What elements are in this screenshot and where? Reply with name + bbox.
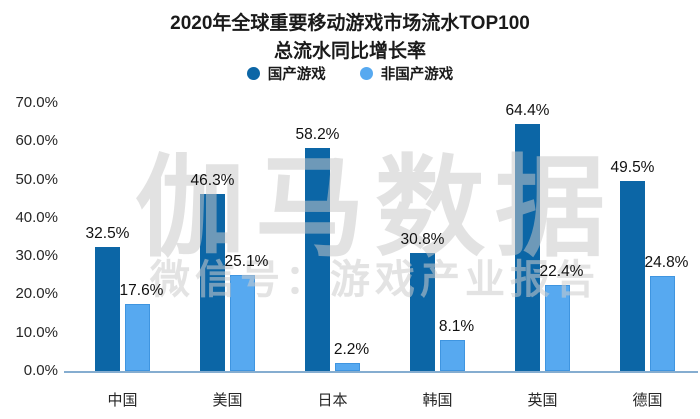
legend-item-domestic: 国产游戏 — [246, 63, 326, 84]
value-label-非国产游戏-美国: 25.1% — [224, 252, 269, 270]
bar-国产游戏-日本 — [305, 148, 330, 371]
x-axis-label-日本: 日本 — [317, 392, 348, 409]
bar-国产游戏-英国 — [515, 124, 540, 371]
chart-title: 2020年全球重要移动游戏市场流水TOP100 总流水同比增长率 — [0, 10, 700, 65]
x-axis-line — [64, 371, 698, 373]
legend-label-domestic: 国产游戏 — [267, 67, 326, 83]
x-axis-label-中国: 中国 — [107, 392, 138, 409]
x-axis-label-英国: 英国 — [527, 392, 558, 409]
x-axis-label-美国: 美国 — [212, 392, 243, 409]
chart-title-line1: 2020年全球重要移动游戏市场流水TOP100 — [170, 13, 530, 34]
legend-dot-domestic-icon — [246, 67, 260, 80]
y-axis-tick: 20.0% — [15, 285, 58, 303]
value-label-国产游戏-德国: 49.5% — [610, 159, 655, 177]
y-axis-tick: 0.0% — [23, 362, 58, 379]
bar-国产游戏-德国 — [620, 181, 645, 371]
bar-国产游戏-美国 — [200, 193, 225, 371]
value-label-非国产游戏-德国: 24.8% — [644, 254, 689, 272]
bar-非国产游戏-英国 — [545, 285, 570, 371]
value-label-非国产游戏-日本: 2.2% — [333, 340, 370, 358]
bar-非国产游戏-日本 — [335, 362, 360, 371]
y-axis-tick: 30.0% — [15, 247, 58, 265]
x-axis-label-德国: 德国 — [632, 392, 663, 409]
legend-item-foreign: 非国产游戏 — [359, 63, 454, 84]
value-label-国产游戏-中国: 32.5% — [85, 224, 130, 242]
legend-label-foreign: 非国产游戏 — [380, 67, 454, 83]
y-axis-tick: 70.0% — [15, 94, 58, 111]
chart-title-line2: 总流水同比增长率 — [273, 40, 426, 62]
bar-非国产游戏-中国 — [125, 303, 150, 371]
legend-dot-foreign-icon — [359, 67, 373, 80]
bar-非国产游戏-德国 — [650, 276, 675, 371]
x-axis-label-韩国: 韩国 — [422, 392, 453, 409]
bar-非国产游戏-韩国 — [440, 339, 465, 371]
bar-国产游戏-中国 — [95, 246, 120, 371]
y-axis-tick: 40.0% — [15, 208, 58, 226]
y-axis-tick: 60.0% — [15, 132, 58, 150]
value-label-非国产游戏-中国: 17.6% — [119, 281, 164, 299]
y-axis-tick: 50.0% — [15, 170, 58, 188]
bar-国产游戏-韩国 — [410, 253, 435, 371]
value-label-国产游戏-日本: 58.2% — [295, 126, 340, 144]
value-label-非国产游戏-英国: 22.4% — [539, 263, 584, 281]
y-axis-tick: 10.0% — [15, 323, 58, 341]
value-label-国产游戏-英国: 64.4% — [505, 102, 550, 120]
value-label-国产游戏-美国: 46.3% — [190, 171, 235, 189]
bar-非国产游戏-美国 — [230, 274, 255, 371]
value-label-国产游戏-韩国: 30.8% — [400, 231, 445, 249]
legend: 国产游戏 非国产游戏 — [0, 63, 700, 84]
value-label-非国产游戏-韩国: 8.1% — [438, 317, 475, 335]
